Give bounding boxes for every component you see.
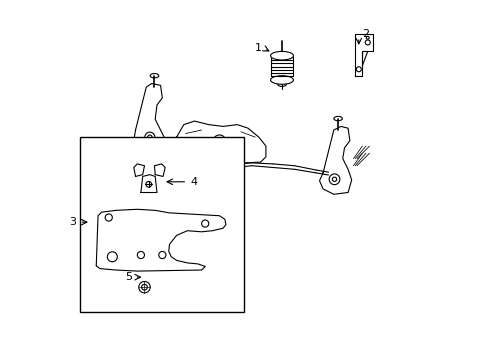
Bar <box>80 137 244 312</box>
Text: 2: 2 <box>362 28 369 39</box>
Polygon shape <box>141 175 157 193</box>
Ellipse shape <box>270 51 293 60</box>
Polygon shape <box>354 33 372 76</box>
Polygon shape <box>154 164 165 176</box>
Text: 5: 5 <box>125 272 132 282</box>
Polygon shape <box>134 84 165 155</box>
Ellipse shape <box>270 76 293 84</box>
Polygon shape <box>169 121 265 163</box>
Polygon shape <box>96 209 225 271</box>
Polygon shape <box>319 126 351 194</box>
Text: 4: 4 <box>190 177 197 187</box>
Circle shape <box>145 181 151 187</box>
Text: 1: 1 <box>254 43 261 53</box>
Polygon shape <box>134 164 144 176</box>
Text: 3: 3 <box>69 217 77 227</box>
